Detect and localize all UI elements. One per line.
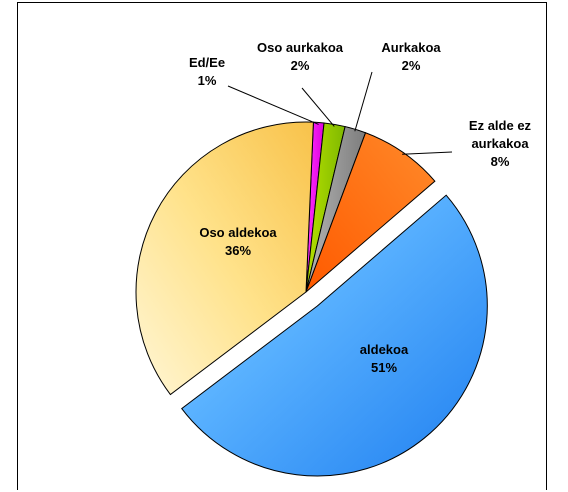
leader-line	[227, 85, 319, 125]
slice-label: Ed/Ee 1%	[189, 55, 225, 88]
slice-label: Oso aurkakoa 2%	[257, 40, 344, 73]
leader-line	[301, 87, 335, 127]
slice-label: aldekoa 51%	[360, 342, 409, 375]
slice-label: Aurkakoa 2%	[381, 40, 441, 73]
chart-frame	[17, 2, 547, 490]
slice-label: Ez alde ez aurkakoa 8%	[469, 118, 532, 169]
leader-line	[354, 71, 373, 132]
pie-slice-oso-aldekoa	[135, 121, 314, 396]
pie-slice-ez-alde-ez-aurkakoa	[305, 132, 436, 293]
leader-line	[402, 151, 453, 155]
slice-label: Oso aldekoa 36%	[199, 225, 277, 258]
pie-slice-aldekoa	[181, 194, 488, 477]
